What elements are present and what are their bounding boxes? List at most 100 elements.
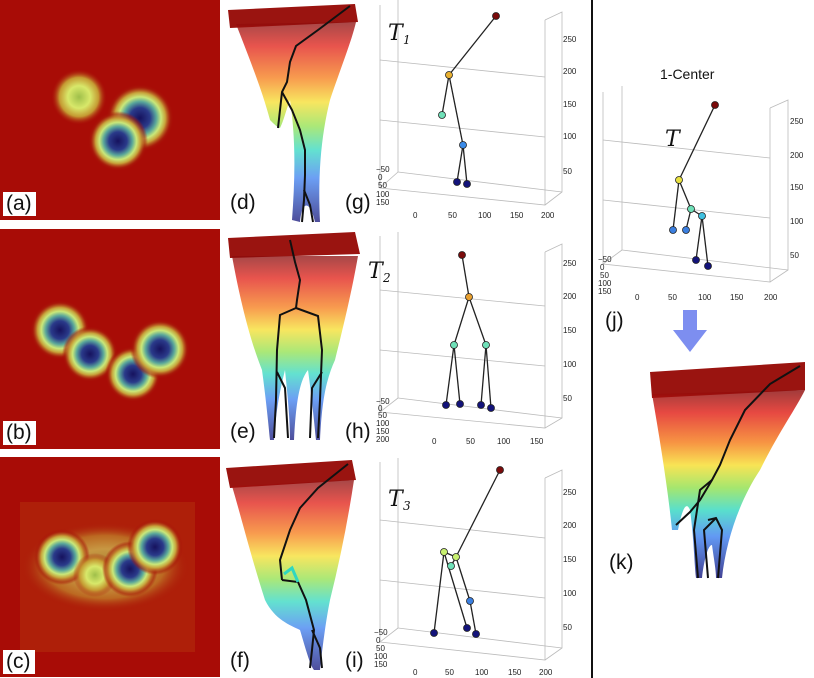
tree-t1 [441,15,497,185]
tree-node [675,176,683,184]
svg-text:50: 50 [563,623,572,632]
panel-label-g: (g) [345,191,371,214]
tree-node-leaf [704,262,712,270]
y-axis-ticks-h: −50 0 50 100 150 200 [376,397,390,444]
merge-tree-path [311,629,323,669]
surface-well [652,390,805,578]
tree-node [440,548,448,556]
svg-text:150: 150 [563,100,577,109]
merge-tree-path [309,371,323,439]
svg-text:200: 200 [563,67,577,76]
tree-node-root [711,101,719,109]
svg-text:100: 100 [563,132,577,141]
surface-e [228,232,360,440]
svg-text:50: 50 [790,251,799,260]
svg-text:0: 0 [378,404,383,413]
tree-node-root [496,466,504,474]
surface-top-plane [228,4,358,28]
svg-text:250: 250 [563,259,577,268]
blob [130,319,190,379]
tree-plot-j [602,86,789,283]
svg-text:0: 0 [413,211,418,220]
tree-title-t2: T [368,259,385,284]
svg-text:200: 200 [790,151,804,160]
merge-tree-path [675,365,801,526]
svg-text:0: 0 [635,293,640,302]
tree-node-root [492,12,500,20]
svg-text:100: 100 [497,437,511,446]
surface-top-plane [228,232,360,258]
tree-node [682,226,690,234]
y-axis-ticks-g: −50 0 50 100 150 [376,165,390,207]
svg-text:150: 150 [508,668,522,677]
svg-text:50: 50 [378,181,387,190]
svg-text:100: 100 [376,190,390,199]
tree-t2 [445,254,492,409]
svg-text:50: 50 [448,211,457,220]
tree-node [459,141,467,149]
svg-text:50: 50 [563,394,572,403]
merge-tree-path [281,579,316,669]
svg-text:100: 100 [374,652,388,661]
tree-node [466,597,474,605]
svg-text:150: 150 [563,555,577,564]
tree-plot-h [379,232,563,429]
z-axis-ticks-i: 250 200 150 100 50 [563,488,577,632]
svg-text:150: 150 [376,427,390,436]
z-axis-ticks-j: 250 200 150 100 50 [790,117,804,260]
x-axis-ticks-h: 0 50 100 150 [432,437,544,446]
down-arrow-icon [673,310,707,352]
svg-text:−50: −50 [598,255,612,264]
svg-text:250: 250 [563,35,577,44]
tree-node-leaf [487,404,495,412]
tree-node [698,212,706,220]
svg-text:150: 150 [530,437,544,446]
svg-text:100: 100 [478,211,492,220]
center-title: 1-Center [660,66,715,82]
svg-text:200: 200 [541,211,555,220]
merge-tree-path [289,239,302,309]
blob [88,111,148,171]
svg-text:150: 150 [376,198,390,207]
tree-node [669,226,677,234]
merge-tree-path [707,516,724,579]
tree-node-leaf [472,630,480,638]
svg-text:−50: −50 [374,628,388,637]
tree-node-leaf [442,401,450,409]
merge-tree-path [281,91,306,223]
blob [51,69,107,125]
svg-text:250: 250 [563,488,577,497]
scalar-field-c: (c) [0,457,220,677]
merge-tree-path [295,307,324,439]
panel-label-j: (j) [605,309,624,332]
svg-text:200: 200 [764,293,778,302]
panel-label-d: (d) [230,191,256,214]
merge-tree-path [303,189,314,223]
surface-well [232,480,354,670]
merge-tree-path [276,371,289,439]
merge-tree-path [692,479,713,579]
x-axis-ticks-g: 0 50 100 150 200 [413,211,555,220]
svg-text:0: 0 [376,636,381,645]
surface-k [650,362,805,579]
svg-text:150: 150 [510,211,524,220]
tree-node-leaf [463,624,471,632]
panel-label-c: (c) [3,650,35,674]
svg-text:0: 0 [378,173,383,182]
surface-top-plane [226,460,356,488]
tree-node-leaf [692,256,700,264]
panel-label-e: (e) [230,420,256,443]
merge-tree-path [283,565,300,583]
tree-node [482,341,490,349]
svg-text:50: 50 [563,167,572,176]
svg-text:150: 150 [598,287,612,296]
panel-label-b: (b) [3,421,36,445]
tree-node [445,71,453,79]
panel-label-h: (h) [345,420,371,443]
svg-text:250: 250 [790,117,804,126]
scalar-field-c-image [0,457,220,677]
tree-title-t1: T [388,21,405,46]
tree-node [465,293,473,301]
